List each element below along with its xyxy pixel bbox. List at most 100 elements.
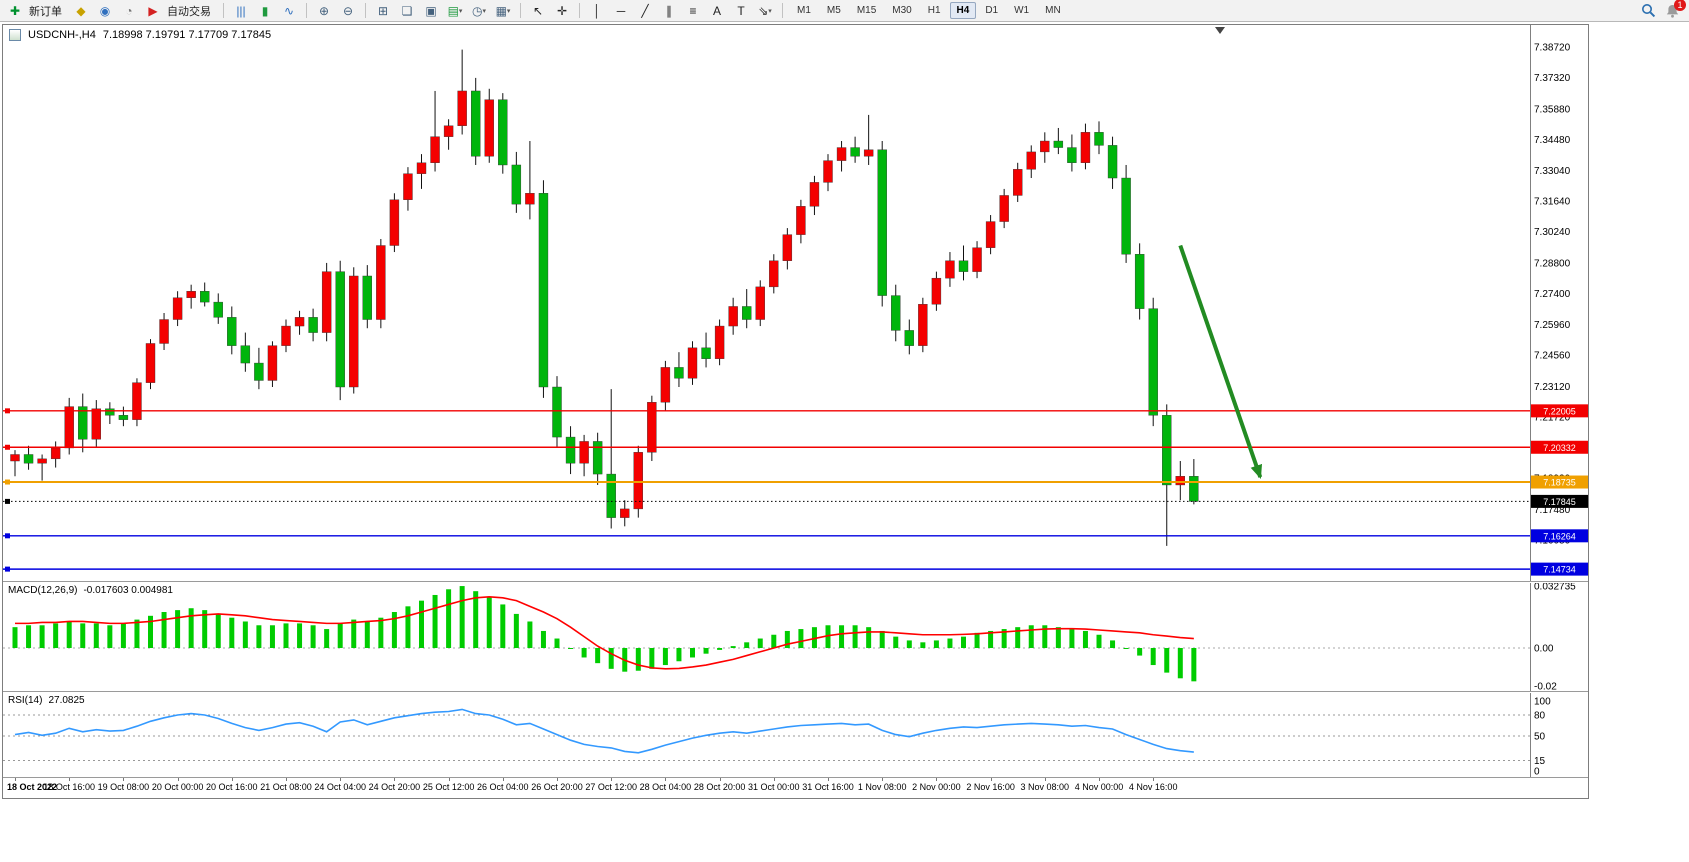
timeframe-m1-button[interactable]: M1	[797, 5, 811, 16]
candle-body	[1080, 132, 1091, 163]
cascade-windows-icon[interactable]: ❏	[396, 1, 418, 21]
panel-separator[interactable]	[3, 691, 1588, 693]
text-tool-icon: A	[712, 3, 721, 18]
level-line-handle[interactable]	[5, 533, 10, 539]
macd-histogram-bar	[988, 630, 994, 648]
candle-body	[592, 441, 603, 475]
price-axis-label: 7.27400	[1534, 289, 1571, 300]
tile-windows-icon: ⊞	[377, 3, 389, 18]
candle-body	[213, 301, 223, 318]
candle-body	[1121, 177, 1131, 255]
channel-tool-icon[interactable]: ∥	[658, 1, 680, 21]
new-order-button[interactable]: ✚	[4, 1, 26, 21]
time-axis-tick	[1044, 778, 1046, 781]
timeframe-m5-button[interactable]: M5	[826, 5, 841, 16]
macd-histogram-bar	[662, 648, 668, 666]
level-line-handle[interactable]	[5, 566, 10, 572]
notifications-button[interactable]: 1	[1666, 0, 1686, 18]
line-chart-type-icon[interactable]: ∿	[278, 1, 300, 21]
candle-body	[1013, 169, 1023, 196]
time-axis-label: 26 Oct 20:00	[531, 782, 583, 792]
macd-histogram-bar	[1137, 648, 1143, 656]
panel-separator[interactable]	[3, 581, 1588, 583]
expert-advisors-icon[interactable]: ◆	[70, 1, 92, 21]
expert-advisors-icon: ◆	[76, 3, 86, 18]
rsi-panel[interactable]: 100 80 50 150	[3, 693, 1588, 777]
crosshair-tool-icon[interactable]: ✛	[551, 1, 573, 21]
trend-arrow-annotation[interactable]	[1178, 244, 1263, 480]
candle-body	[782, 234, 793, 261]
candle-body	[10, 454, 20, 462]
timeframe-mn-button[interactable]: MN	[1045, 5, 1061, 16]
tile-windows-icon[interactable]: ⊞	[372, 1, 394, 21]
time-axis[interactable]: 18 Oct 2022 18 Oct 16:00 19 Oct 08:00 20 Oc…	[3, 778, 1588, 796]
template-button[interactable]: ▦ ▾	[492, 1, 514, 21]
candle-body	[159, 319, 169, 344]
period-button[interactable]: ◷ ▾	[468, 1, 490, 21]
price-axis-label: 7.24560	[1534, 351, 1571, 362]
macd-histogram-bar	[1028, 625, 1034, 648]
new-chart-button[interactable]: ▤ ▾	[444, 1, 466, 21]
new-order-button-label[interactable]: 新订单	[29, 5, 62, 18]
notification-count-badge: 1	[1674, 0, 1686, 11]
macd-histogram-bar	[256, 625, 262, 648]
candle-body	[335, 271, 345, 388]
macd-histogram-bar	[933, 640, 939, 648]
zoom-in-icon[interactable]: ⊕	[313, 1, 335, 21]
time-axis-label: 28 Oct 04:00	[639, 782, 692, 792]
toolbar-items: ✚ 新订单 ◆ ◉ ◔ ▶ 自动交易 ||| ▮ ∿ ⊕ ⊖ ⊞ ❏ ▣ ▤ ▾ ◷ ▾ ▦ ▾ ↖ ✛ │ ─ ╱ ∥ ≡ A T ⇘ ▾	[4, 1, 787, 21]
macd-histogram-bar	[80, 623, 86, 648]
level-line-handle[interactable]	[5, 498, 10, 504]
auto-trading-button-label[interactable]: 自动交易	[167, 5, 211, 18]
text-tool-icon[interactable]: A	[706, 1, 728, 21]
macd-histogram-bar	[12, 627, 18, 648]
trendline-tool-icon[interactable]: ╱	[634, 1, 656, 21]
market-watch-icon[interactable]: ◉	[94, 1, 116, 21]
macd-histogram-bar	[297, 623, 303, 648]
bar-chart-type-icon[interactable]: |||	[230, 1, 252, 21]
zoom-out-icon[interactable]: ⊖	[337, 1, 359, 21]
candle-body	[308, 317, 318, 333]
arrows-tool-icon: ⇘	[758, 3, 769, 18]
fibonacci-tool-icon[interactable]: ≡	[682, 1, 704, 21]
label-tool-icon[interactable]: T	[730, 1, 752, 21]
price-axis-label: 7.23120	[1534, 382, 1571, 393]
candle-body	[64, 406, 74, 449]
cursor-tool-icon[interactable]: ↖	[527, 1, 549, 21]
arrange-windows-icon[interactable]: ▣	[420, 1, 442, 21]
timeframe-h1-button[interactable]: H1	[927, 5, 941, 16]
auto-trading-button[interactable]: ▶	[142, 1, 164, 21]
time-axis-tick	[719, 778, 721, 781]
candle-body	[877, 149, 887, 296]
level-line-handle[interactable]	[5, 479, 10, 485]
level-line-handle[interactable]	[5, 408, 10, 414]
support-icon[interactable]: ◔	[118, 1, 140, 21]
support-icon: ◔	[125, 3, 133, 18]
search-button[interactable]	[1641, 3, 1656, 18]
vertical-line-tool-icon[interactable]: │	[586, 1, 608, 21]
candle-body	[525, 193, 535, 205]
macd-name: MACD(12,26,9)	[8, 585, 78, 596]
time-axis-label: 31 Oct 16:00	[802, 782, 854, 792]
timeframe-w1-button[interactable]: W1	[1014, 5, 1030, 16]
timeframe-m15-button[interactable]: M15	[856, 5, 877, 16]
macd-panel[interactable]: 0.032735 0.00 -0.02	[3, 583, 1588, 691]
candlestick-chart-type-icon[interactable]: ▮	[254, 1, 276, 21]
time-axis-label: 27 Oct 12:00	[585, 782, 637, 792]
price-axis-label: 7.31640	[1534, 197, 1571, 208]
timeframe-h4-button[interactable]: H4	[949, 2, 977, 19]
timeframe-d1-button[interactable]: D1	[985, 5, 999, 16]
macd-histogram-bar	[1015, 627, 1021, 648]
candle-body	[863, 149, 874, 157]
horizontal-line-tool-icon[interactable]: ─	[610, 1, 632, 21]
macd-histogram-bar	[1042, 625, 1048, 648]
time-axis-label: 2 Nov 16:00	[966, 782, 1015, 792]
main-price-chart[interactable]: 7.38720 7.37320 7.35880 7.34480 7.33040 7.316…	[3, 25, 1588, 581]
candle-body	[728, 306, 738, 327]
candle-body	[376, 245, 386, 320]
price-axis-label: 7.33040	[1534, 166, 1571, 177]
level-line-handle[interactable]	[5, 444, 10, 450]
timeframe-m30-button[interactable]: M30	[892, 5, 912, 16]
arrows-tool-button[interactable]: ⇘ ▾	[754, 1, 776, 21]
market-watch-icon: ◉	[99, 3, 111, 18]
